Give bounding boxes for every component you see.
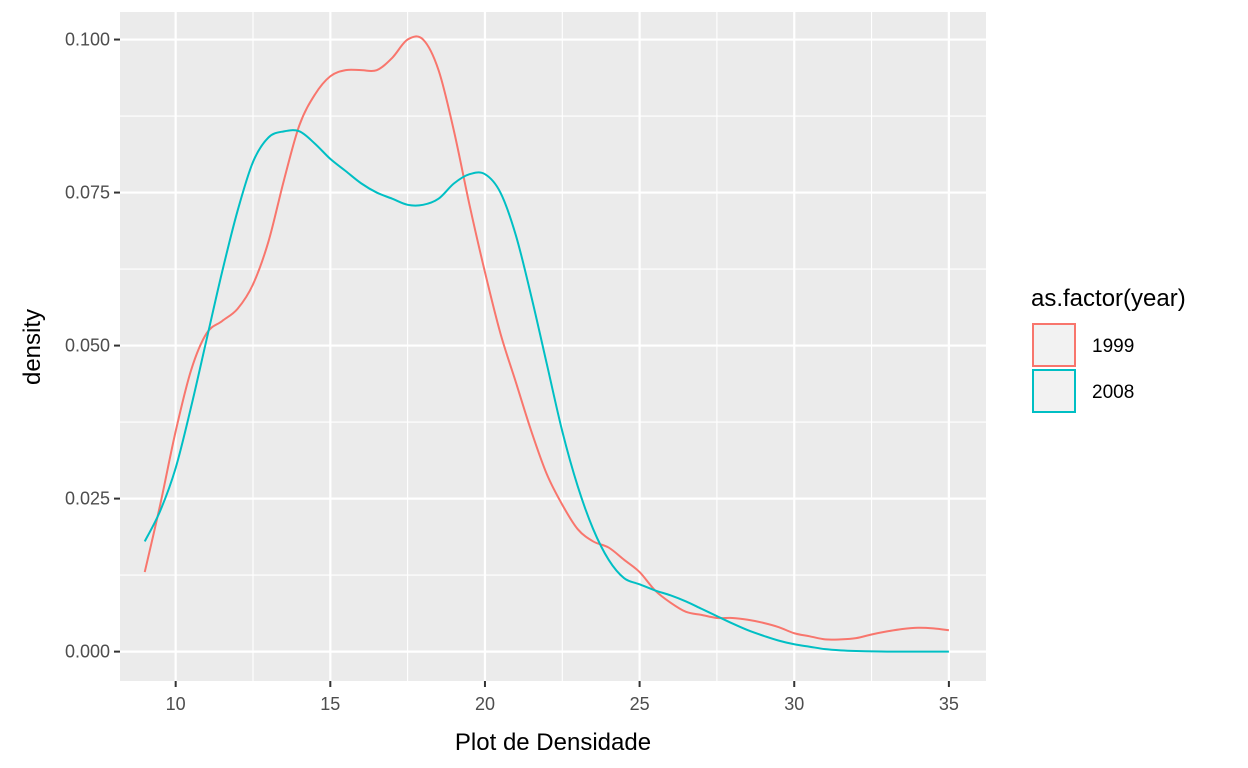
legend: as.factor(year) 1999 2008 bbox=[1031, 285, 1186, 413]
x-tick-label: 35 bbox=[939, 694, 959, 714]
legend-title: as.factor(year) bbox=[1031, 285, 1186, 312]
major-grid bbox=[120, 12, 986, 681]
legend-label-1999: 1999 bbox=[1092, 336, 1134, 357]
x-tick-label: 15 bbox=[320, 694, 340, 714]
x-axis: 10 15 20 25 30 35 bbox=[166, 681, 959, 714]
legend-key-1999 bbox=[1032, 323, 1076, 367]
series-layer bbox=[143, 35, 950, 653]
y-axis-title: density bbox=[19, 309, 46, 385]
legend-items: 1999 2008 bbox=[1032, 323, 1134, 413]
legend-label-2008: 2008 bbox=[1092, 382, 1134, 403]
x-tick-label: 20 bbox=[475, 694, 495, 714]
x-tick-label: 30 bbox=[784, 694, 804, 714]
density-line-1999 bbox=[143, 35, 950, 641]
density-line-2008 bbox=[143, 129, 949, 653]
x-tick-label: 25 bbox=[630, 694, 650, 714]
y-tick-label: 0.100 bbox=[65, 30, 110, 50]
x-axis-title: Plot de Densidade bbox=[455, 729, 651, 756]
x-tick-label: 10 bbox=[166, 694, 186, 714]
y-axis: 0.000 0.025 0.050 0.075 0.100 bbox=[65, 30, 120, 662]
y-tick-label: 0.000 bbox=[65, 642, 110, 662]
legend-key-2008 bbox=[1032, 369, 1076, 413]
y-tick-label: 0.025 bbox=[65, 489, 110, 509]
y-tick-label: 0.050 bbox=[65, 336, 110, 356]
y-tick-label: 0.075 bbox=[65, 183, 110, 203]
